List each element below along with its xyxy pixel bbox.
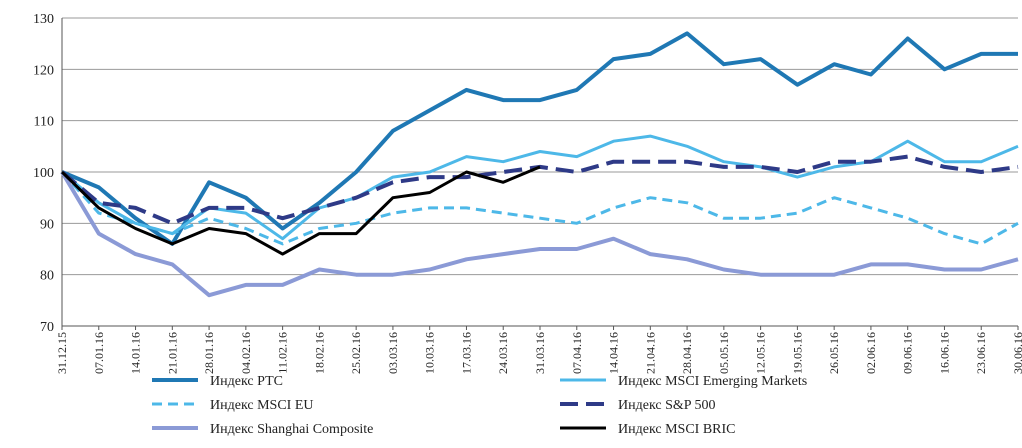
x-tick-label: 21.04.16 bbox=[643, 332, 657, 374]
axes: 70 80 90 100 110 120 130 31.12.15 07.01.16 14.01.… bbox=[33, 12, 1022, 374]
x-tick-label: 18.02.16 bbox=[312, 332, 326, 374]
x-tick-label: 28.04.16 bbox=[680, 332, 694, 374]
legend-label-3: Индекс S&P 500 bbox=[618, 398, 716, 413]
series-line-1 bbox=[61, 134, 1019, 241]
x-tick-label: 02.06.16 bbox=[864, 332, 878, 374]
x-tick-label: 25.02.16 bbox=[349, 332, 363, 374]
series-line-0 bbox=[61, 31, 1018, 246]
series-line-2 bbox=[60, 170, 1019, 246]
x-tick-label: 17.03.16 bbox=[459, 332, 473, 374]
y-tick-label: 130 bbox=[33, 12, 54, 27]
legend-label-1: Индекс MSCI Emerging Markets bbox=[618, 374, 807, 389]
x-tick-label: 07.04.16 bbox=[570, 332, 584, 374]
y-tick-label: 90 bbox=[40, 217, 54, 232]
x-tick-label: 05.05.16 bbox=[717, 332, 731, 374]
series-line-5 bbox=[60, 165, 541, 256]
x-tick-label: 11.02.16 bbox=[276, 332, 290, 374]
y-tick-label: 80 bbox=[40, 269, 54, 284]
x-tick-label: 14.04.16 bbox=[607, 332, 621, 374]
x-tick-label: 04.02.16 bbox=[239, 332, 253, 374]
x-tick-label: 07.01.16 bbox=[92, 332, 106, 374]
x-tick-label: 19.05.16 bbox=[790, 332, 804, 374]
x-tick-label: 28.01.16 bbox=[202, 332, 216, 374]
series-line-4 bbox=[60, 170, 1019, 298]
legend-label-5: Индекс MSCI BRIC bbox=[618, 422, 736, 437]
x-tick-label: 12.05.16 bbox=[754, 332, 768, 374]
legend-label-0: Индекс РТС bbox=[210, 374, 283, 389]
x-tick-label: 31.03.16 bbox=[533, 332, 547, 374]
grid-lines bbox=[62, 17, 1018, 276]
x-tick-label: 24.03.16 bbox=[496, 332, 510, 374]
y-tick-label: 110 bbox=[34, 115, 54, 130]
x-tick-label: 10.03.16 bbox=[423, 332, 437, 374]
legend: Индекс РТС Индекс MSCI Emerging Markets Ин… bbox=[152, 374, 807, 437]
legend-label-2: Индекс MSCI EU bbox=[210, 398, 314, 413]
legend-label-4: Индекс Shanghai Composite bbox=[210, 422, 373, 437]
x-tick-label: 09.06.16 bbox=[901, 332, 915, 374]
y-tick-label: 70 bbox=[40, 320, 54, 335]
x-tick-label: 26.05.16 bbox=[827, 332, 841, 374]
x-tick-label: 23.06.16 bbox=[974, 332, 988, 374]
x-tick-label: 30.06.16 bbox=[1011, 332, 1022, 374]
x-tick-label: 21.01.16 bbox=[165, 332, 179, 374]
x-tick-label: 16.06.16 bbox=[937, 332, 951, 374]
series-lines bbox=[60, 31, 1019, 298]
x-tick-label: 14.01.16 bbox=[129, 332, 143, 374]
x-tick-label: 03.03.16 bbox=[386, 332, 400, 374]
y-tick-label: 120 bbox=[33, 63, 54, 78]
x-tick-label: 31.12.15 bbox=[55, 332, 69, 374]
y-tick-label: 100 bbox=[33, 166, 54, 181]
